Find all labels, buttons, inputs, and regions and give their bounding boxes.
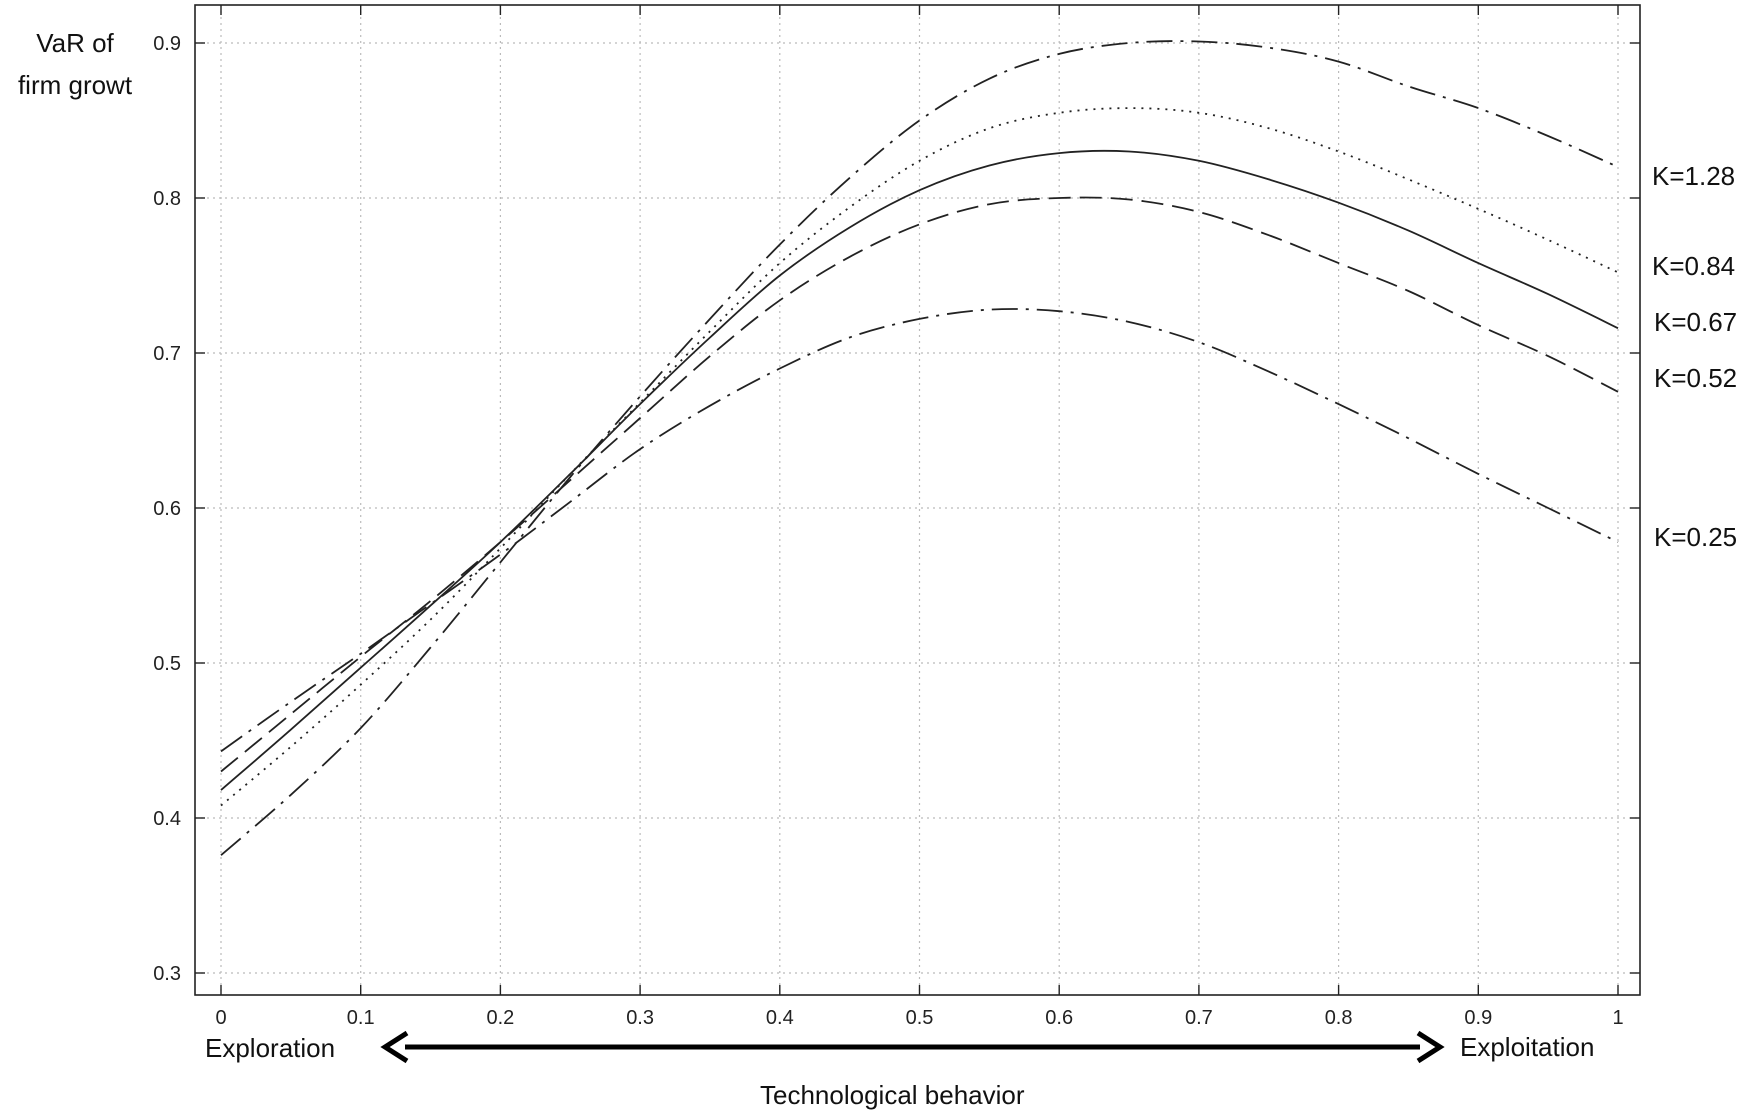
series-label-k-0-25: K=0.25 [1654,522,1738,552]
arrow-head-right [1416,1030,1445,1064]
x-tick-label: 0.4 [766,1007,794,1029]
series-label-k-0-84: K=0.84 [1652,251,1736,281]
series-line-k-1-28 [220,40,1619,856]
axis-arrow [380,1030,1445,1064]
x-tick-label: 0.5 [906,1007,934,1029]
y-tick-label: 0.4 [153,808,181,830]
y-tick-label: 0.7 [153,343,181,365]
y-tick-label: 0.5 [153,653,181,675]
series-label-k-0-67: K=0.67 [1654,307,1738,337]
exploration-label: Exploration [205,1033,336,1063]
y-tick-label: 0.6 [153,498,181,520]
series-line-k-0-52 [220,196,1619,773]
x-tick-label: 0.1 [347,1007,375,1029]
series-lines [220,40,1619,856]
series-line-k-0-84 [220,107,1619,807]
y-axis-label-line-1: VaR of [36,28,114,58]
y-axis-label: VaR of firm growt [0,22,150,106]
plot-frame [194,4,1641,996]
x-tick-label: 0.8 [1325,1007,1353,1029]
x-axis-label: Technological behavior [760,1080,1025,1110]
grid-lines [195,5,1640,995]
y-tick-label: 0.3 [153,963,181,985]
x-tick-label: 0.6 [1045,1007,1073,1029]
series-line-k-0-67 [220,149,1619,791]
y-tick-label: 0.9 [153,33,181,55]
x-tick-label: 1 [1612,1007,1623,1029]
series-label-k-1-28: K=1.28 [1652,161,1736,191]
y-axis-label-line-2: firm growt [17,70,133,100]
axis-ticks: 0 0.1 0.2 0.3 0.4 0.5 0.6 0.7 0.8 0.9 1 0.3 0.4 0.5 0.… [153,5,1640,1029]
x-tick-label: 0.7 [1185,1007,1213,1029]
exploitation-label: Exploitation [1460,1032,1595,1062]
y-tick-label: 0.8 [153,188,181,210]
arrow-head-left [380,1030,409,1064]
x-tick-label: 0 [215,1007,226,1029]
x-tick-label: 0.3 [626,1007,654,1029]
x-tick-label: 0.9 [1464,1007,1492,1029]
series-line-k-0-25 [220,308,1619,753]
x-tick-label: 0.2 [486,1007,514,1029]
series-label-k-0-52: K=0.52 [1654,363,1738,393]
